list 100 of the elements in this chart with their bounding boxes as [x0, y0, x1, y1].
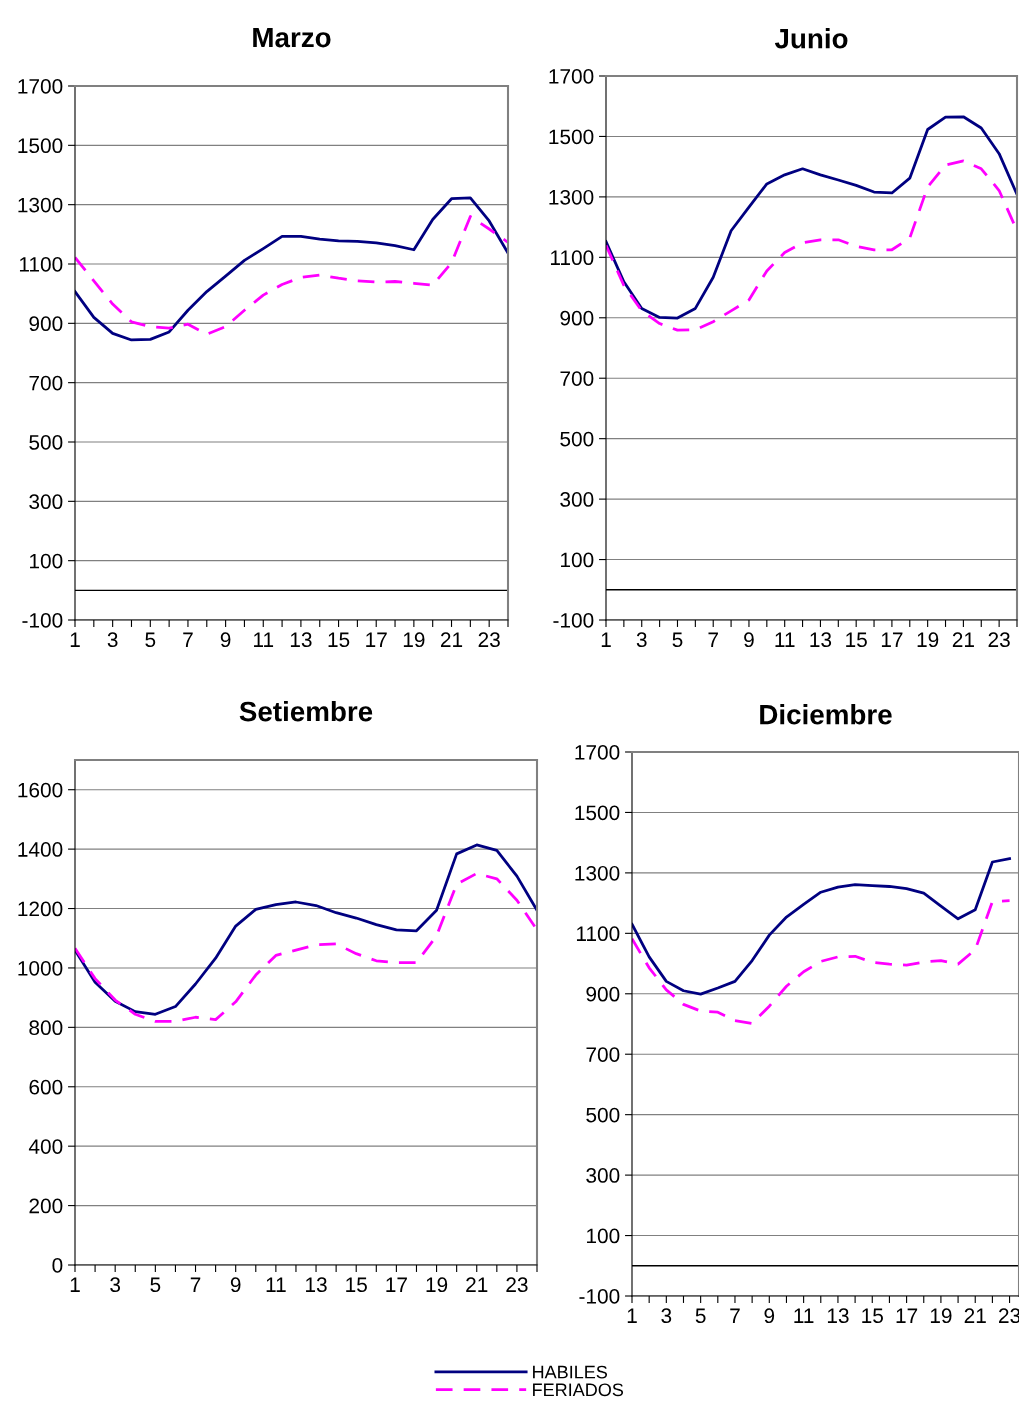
x-tick-label: 17 — [366, 632, 387, 647]
legend-label: FERIADOS — [533, 1383, 624, 1397]
x-tick-label: 5 — [145, 632, 156, 648]
y-tick-label: 600 — [29, 1079, 63, 1095]
line-series — [632, 899, 1011, 1025]
y-tick-label: 1700 — [18, 79, 63, 94]
y-tick-label: 100 — [561, 552, 594, 568]
x-tick-label: 15 — [846, 632, 867, 648]
y-tick-label: 900 — [560, 310, 594, 326]
x-tick-label: 21 — [440, 632, 463, 647]
chart-title: Junio — [774, 28, 848, 49]
x-tick-label: 11 — [794, 1308, 814, 1323]
y-tick-label: -100 — [22, 613, 63, 628]
x-tick-label: 21 — [466, 1277, 488, 1292]
x-tick-label: 7 — [190, 1277, 201, 1292]
x-tick-label: 13 — [290, 632, 312, 648]
x-tick-label: 1 — [70, 1277, 80, 1292]
x-tick-label: 9 — [764, 1308, 775, 1324]
chart-title: Setiembre — [239, 700, 373, 722]
x-tick-label: 17 — [896, 1308, 918, 1323]
y-tick-label: 700 — [29, 375, 63, 391]
y-tick-label: 1000 — [18, 960, 63, 976]
x-tick-label: 19 — [426, 1277, 448, 1293]
line-series — [75, 872, 537, 1023]
y-tick-label: -100 — [579, 1289, 620, 1304]
y-tick-label: -100 — [553, 613, 594, 628]
y-tick-label: 1300 — [18, 197, 63, 213]
y-tick-label: 800 — [29, 1020, 63, 1036]
y-tick-label: 700 — [560, 371, 594, 386]
x-tick-label: 9 — [230, 1277, 241, 1293]
x-tick-label: 23 — [988, 632, 1010, 648]
y-tick-label: 1200 — [18, 901, 63, 917]
y-tick-label: 1400 — [18, 842, 63, 857]
y-tick-label: 200 — [29, 1198, 63, 1214]
y-tick-label: 400 — [28, 1139, 63, 1154]
line-series — [75, 843, 537, 1016]
y-tick-label: 0 — [52, 1258, 63, 1273]
x-tick-label: 11 — [254, 632, 274, 647]
x-tick-label: 1 — [601, 632, 611, 647]
x-tick-label: 23 — [478, 632, 500, 648]
chart-title: Diciembre — [760, 704, 892, 725]
y-tick-label: 1300 — [549, 189, 594, 205]
y-tick-label: 1500 — [549, 129, 594, 145]
x-tick-label: 19 — [917, 632, 939, 648]
x-tick-label: 19 — [930, 1308, 952, 1324]
x-tick-label: 9 — [744, 632, 754, 648]
line-series — [632, 857, 1011, 996]
y-tick-label: 1500 — [18, 138, 63, 154]
line-series — [606, 159, 1017, 332]
y-tick-label: 900 — [29, 316, 63, 332]
y-tick-label: 300 — [586, 1168, 620, 1183]
x-tick-label: 3 — [110, 1277, 121, 1293]
chart-title: Marzo — [253, 28, 331, 48]
y-tick-label: 500 — [586, 1107, 620, 1123]
x-tick-label: 13 — [827, 1308, 849, 1324]
x-tick-label: 19 — [403, 632, 425, 648]
x-tick-label: 21 — [964, 1308, 986, 1323]
line-series — [75, 196, 508, 342]
x-tick-label: 5 — [150, 1277, 161, 1293]
y-tick-label: 1500 — [575, 805, 620, 821]
y-tick-label: 300 — [560, 492, 594, 507]
y-tick-label: 1100 — [550, 250, 594, 266]
x-tick-label: 13 — [810, 632, 832, 648]
x-tick-label: 11 — [266, 1277, 286, 1292]
x-tick-label: 15 — [862, 1308, 883, 1324]
y-tick-label: 100 — [30, 553, 63, 569]
x-tick-label: 23 — [506, 1277, 528, 1293]
x-tick-label: 3 — [661, 1308, 672, 1324]
x-tick-label: 17 — [386, 1277, 407, 1292]
x-tick-label: 15 — [346, 1277, 367, 1293]
x-tick-label: 13 — [306, 1277, 327, 1293]
x-tick-label: 3 — [107, 632, 118, 648]
x-tick-label: 21 — [952, 632, 974, 647]
x-tick-label: 7 — [730, 1308, 740, 1323]
y-tick-label: 500 — [560, 431, 594, 447]
x-tick-label: 15 — [328, 632, 350, 648]
y-tick-label: 1700 — [575, 745, 620, 760]
y-tick-label: 500 — [29, 435, 63, 450]
line-series — [606, 115, 1017, 320]
x-tick-label: 17 — [881, 632, 903, 647]
y-tick-label: 300 — [29, 494, 63, 510]
y-tick-label: 1700 — [549, 69, 594, 84]
x-tick-label: 11 — [775, 632, 795, 647]
y-tick-label: 1100 — [19, 257, 63, 272]
x-tick-label: 7 — [183, 632, 193, 647]
x-tick-label: 3 — [636, 632, 647, 648]
x-tick-label: 9 — [220, 632, 231, 648]
y-tick-label: 1600 — [18, 782, 63, 798]
line-series — [75, 215, 508, 336]
y-tick-label: 1100 — [576, 926, 620, 942]
x-tick-label: 5 — [672, 632, 683, 648]
y-tick-label: 900 — [586, 986, 620, 1002]
x-tick-label: 1 — [70, 632, 80, 647]
x-tick-label: 7 — [708, 632, 718, 647]
x-tick-label: 5 — [695, 1308, 706, 1324]
y-tick-label: 100 — [587, 1228, 620, 1244]
legend-label: HABILES — [533, 1365, 608, 1379]
y-tick-label: 700 — [586, 1047, 620, 1062]
x-tick-label: 1 — [627, 1308, 637, 1323]
y-tick-label: 1300 — [575, 865, 620, 881]
